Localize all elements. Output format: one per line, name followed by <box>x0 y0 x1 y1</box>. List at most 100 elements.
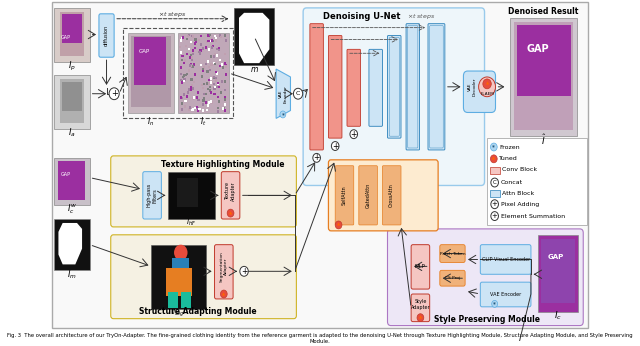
Bar <box>186 73 188 75</box>
Bar <box>191 84 193 87</box>
Bar <box>204 66 205 69</box>
Bar <box>216 82 219 85</box>
Bar <box>216 72 218 75</box>
Text: VAE
Decoder: VAE Decoder <box>468 78 476 96</box>
Text: $\times t$ steps: $\times t$ steps <box>407 12 435 21</box>
Bar <box>205 101 207 104</box>
Bar <box>181 81 183 84</box>
Text: $I_{HF}$: $I_{HF}$ <box>186 218 196 228</box>
FancyBboxPatch shape <box>440 245 465 262</box>
Bar <box>189 54 192 56</box>
Bar <box>168 172 214 219</box>
Bar <box>207 66 210 68</box>
Bar <box>184 100 187 102</box>
Bar <box>191 109 193 111</box>
Bar <box>189 106 191 109</box>
FancyBboxPatch shape <box>387 229 583 326</box>
Circle shape <box>479 77 495 97</box>
Bar <box>215 37 217 39</box>
Bar <box>188 91 189 94</box>
Bar <box>197 109 199 112</box>
Bar <box>211 81 212 84</box>
Bar <box>487 138 587 225</box>
Circle shape <box>332 142 339 151</box>
Bar <box>194 42 196 45</box>
Bar <box>216 48 218 51</box>
Circle shape <box>491 178 499 187</box>
Bar <box>151 245 206 309</box>
Bar <box>186 53 188 55</box>
Bar <box>217 82 220 84</box>
Bar <box>207 40 209 42</box>
Bar <box>184 105 186 107</box>
Bar <box>198 51 200 53</box>
Bar <box>217 107 220 109</box>
Bar <box>180 96 182 99</box>
Bar <box>181 97 183 99</box>
Bar <box>184 45 187 47</box>
Bar <box>205 82 208 85</box>
Text: Concat: Concat <box>500 180 523 185</box>
Bar <box>218 100 220 103</box>
Bar <box>223 107 225 109</box>
Bar <box>199 49 201 52</box>
Text: Denoised Result: Denoised Result <box>508 7 579 16</box>
Bar <box>185 74 187 76</box>
Bar <box>183 80 186 82</box>
Bar <box>191 35 194 38</box>
Bar <box>217 110 219 113</box>
Circle shape <box>492 300 498 307</box>
Text: CS Proj: CS Proj <box>445 276 460 280</box>
Bar <box>181 102 183 104</box>
Bar <box>198 53 201 55</box>
Bar <box>220 36 222 38</box>
FancyBboxPatch shape <box>328 160 438 231</box>
Bar <box>225 39 227 42</box>
Bar <box>510 18 577 136</box>
Bar <box>224 35 226 37</box>
Bar <box>191 78 193 81</box>
FancyBboxPatch shape <box>310 24 323 150</box>
Bar <box>205 101 207 103</box>
Bar <box>202 109 204 112</box>
Bar <box>191 59 193 62</box>
Bar <box>202 70 204 72</box>
FancyBboxPatch shape <box>335 166 354 225</box>
Bar <box>224 98 226 101</box>
Text: Attn Block: Attn Block <box>502 191 534 196</box>
Text: +: + <box>111 89 118 98</box>
Bar <box>210 55 212 57</box>
Circle shape <box>491 212 499 220</box>
Bar <box>202 103 204 106</box>
Bar <box>215 71 218 73</box>
Bar <box>213 83 215 85</box>
Bar <box>183 93 185 96</box>
Bar <box>202 68 204 71</box>
Bar <box>218 47 220 49</box>
FancyBboxPatch shape <box>303 8 484 185</box>
Circle shape <box>417 314 424 322</box>
Bar <box>210 100 212 102</box>
Bar <box>220 91 222 93</box>
Bar <box>218 48 220 51</box>
Bar <box>225 65 227 68</box>
Text: *: * <box>492 145 495 149</box>
Bar <box>218 85 220 88</box>
Bar <box>191 52 194 55</box>
Bar <box>195 41 197 43</box>
Bar <box>224 89 226 91</box>
Bar <box>181 37 183 39</box>
Polygon shape <box>276 69 291 118</box>
Bar <box>197 99 200 101</box>
Text: Denoising U-Net: Denoising U-Net <box>323 12 401 21</box>
Text: GAP: GAP <box>61 172 71 177</box>
Bar <box>202 87 204 89</box>
Text: $I_n$: $I_n$ <box>147 115 154 128</box>
Bar <box>200 49 202 52</box>
Bar <box>60 12 84 56</box>
Bar <box>181 58 183 61</box>
Bar <box>211 101 214 104</box>
Text: diffusion: diffusion <box>104 25 109 46</box>
Bar <box>188 48 189 50</box>
Bar <box>214 77 216 79</box>
